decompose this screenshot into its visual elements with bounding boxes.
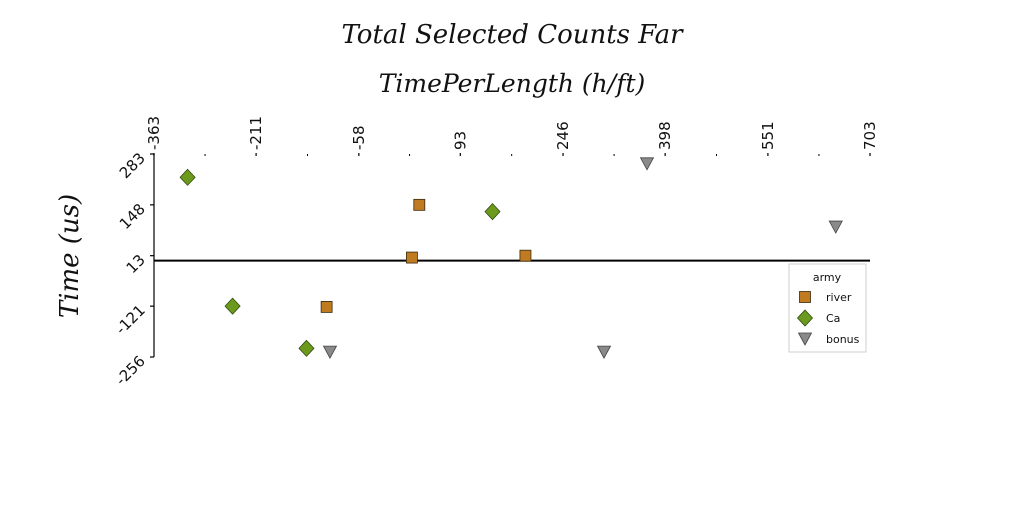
legend-label-bonus: bonus bbox=[826, 333, 860, 346]
legend-title: army bbox=[813, 271, 842, 284]
y-tick-label: 148 bbox=[116, 200, 149, 233]
legend-marker-bonus bbox=[797, 332, 813, 346]
point-bonus bbox=[639, 157, 655, 171]
point-ca bbox=[484, 203, 501, 221]
chart-title: Total Selected Counts Far bbox=[341, 20, 684, 50]
x-tick-label: -211 bbox=[247, 116, 265, 150]
data-points bbox=[179, 157, 843, 359]
y-axis-label: Time (us) bbox=[55, 194, 85, 318]
legend-label-ca: Ca bbox=[826, 312, 840, 325]
legend-items: river Ca bonus bbox=[796, 291, 860, 346]
x-tick-label: 93 bbox=[451, 131, 469, 150]
point-ca bbox=[298, 339, 315, 357]
axes: -363 -211 -58 93 246 398 551 703 -256 -121 13 148 28… bbox=[112, 116, 879, 389]
point-river bbox=[519, 249, 532, 262]
x-axis-label: TimePerLength (h/ft) bbox=[379, 69, 646, 98]
legend: army river Ca bonus bbox=[788, 263, 867, 353]
point-ca bbox=[224, 297, 241, 315]
point-bonus bbox=[596, 345, 612, 359]
point-river bbox=[406, 251, 418, 264]
point-bonus bbox=[828, 220, 843, 234]
x-tick-label: -363 bbox=[145, 116, 163, 150]
x-tick-label: 246 bbox=[554, 121, 572, 150]
x-tick-label: 551 bbox=[759, 121, 777, 150]
y-tick-label: -256 bbox=[112, 352, 149, 389]
x-tick-label: -58 bbox=[350, 126, 368, 151]
x-tick-label: 398 bbox=[656, 121, 674, 150]
point-river bbox=[320, 301, 333, 313]
legend-label-river: river bbox=[826, 291, 852, 304]
point-bonus bbox=[322, 345, 338, 359]
y-tick-label: -121 bbox=[112, 301, 149, 338]
y-tick-label: 13 bbox=[123, 251, 149, 277]
point-ca bbox=[179, 168, 196, 186]
legend-marker-river bbox=[799, 291, 811, 303]
y-tick-label: 283 bbox=[116, 149, 149, 182]
x-tick-label: 703 bbox=[861, 121, 879, 150]
point-river bbox=[413, 198, 426, 211]
legend-marker-ca bbox=[796, 309, 814, 327]
